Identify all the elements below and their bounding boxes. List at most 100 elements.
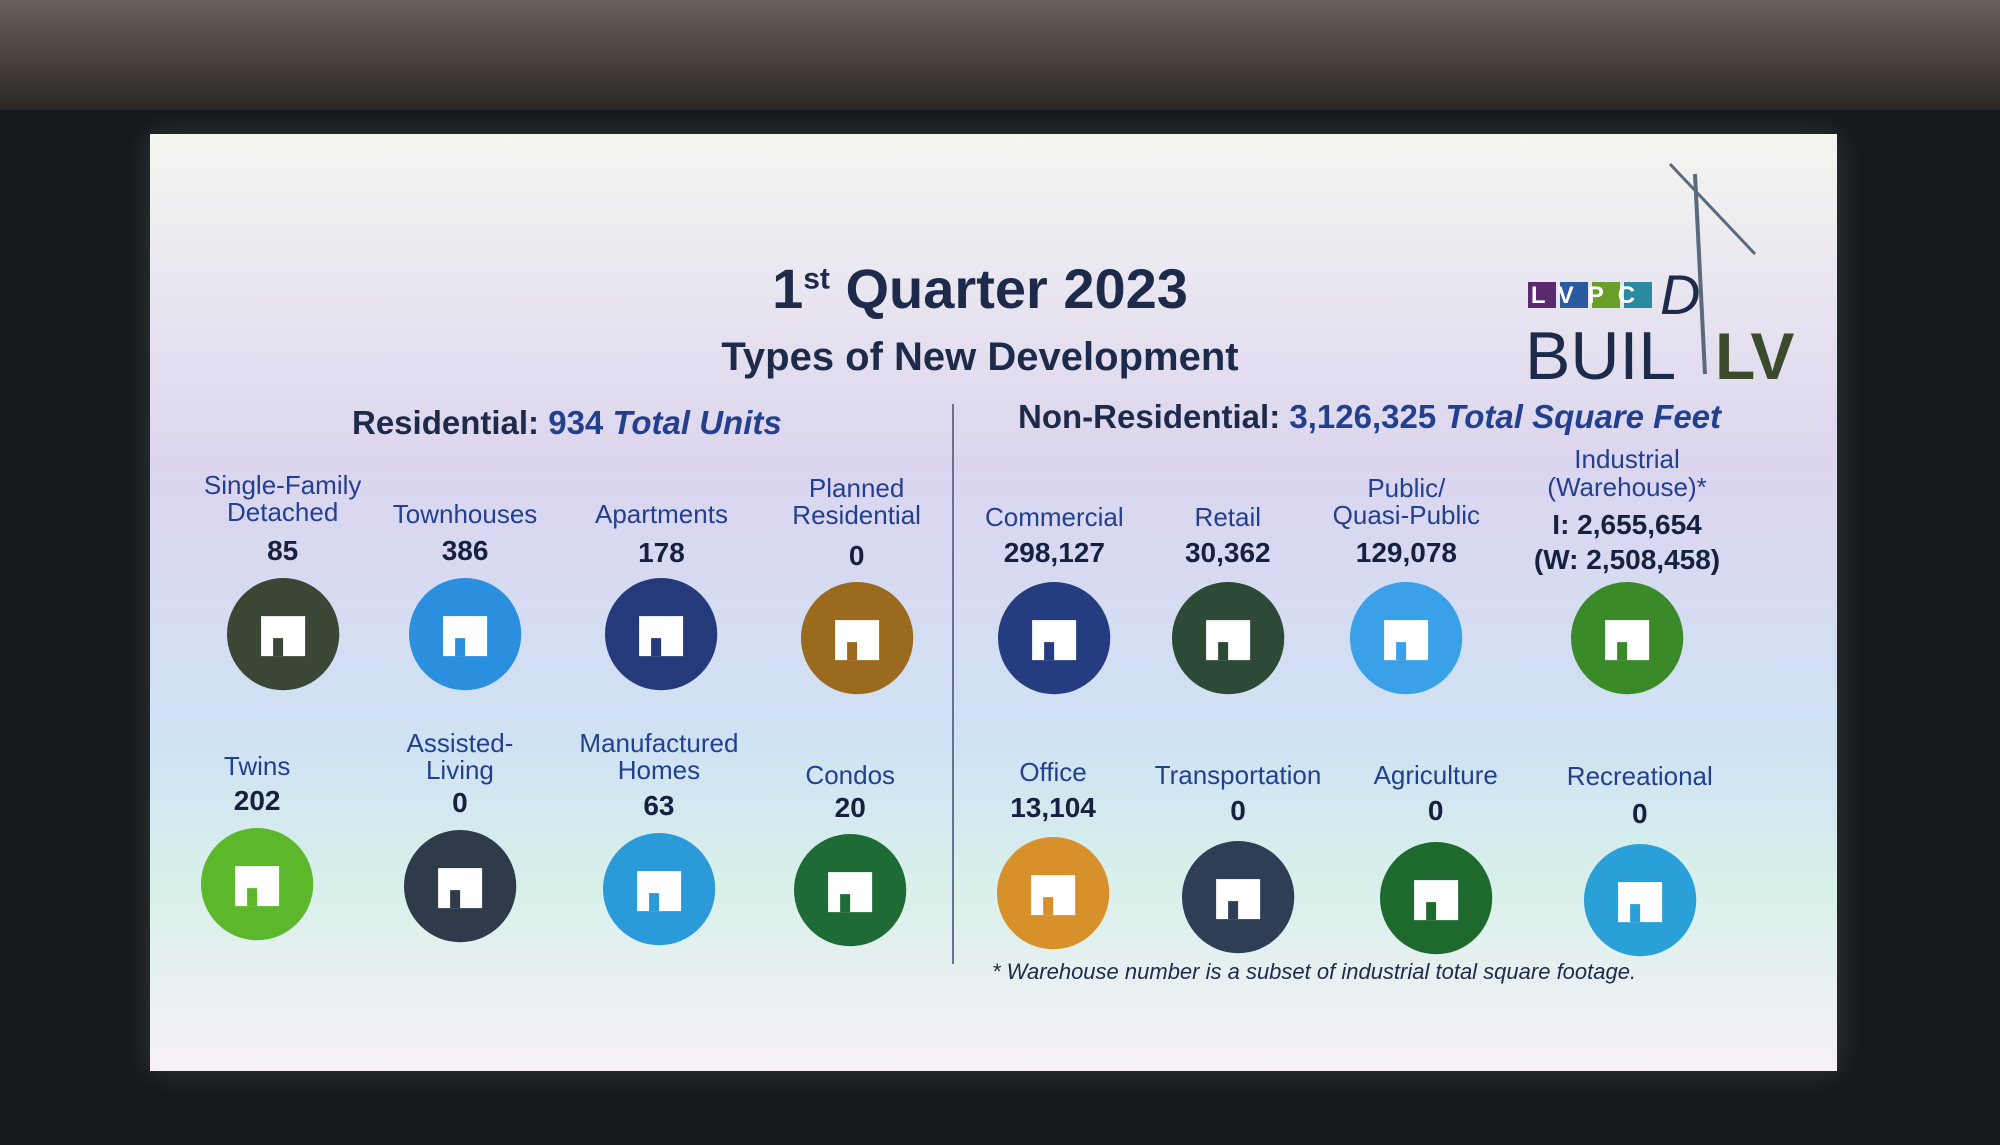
icon-glyph xyxy=(1425,902,1436,921)
item-label: Apartments xyxy=(594,499,728,530)
logo-box xyxy=(1592,282,1620,308)
icon xyxy=(1583,844,1696,957)
item-warehouse-value: (W: 2,508,458) xyxy=(1533,543,1721,575)
item-value: I: 2,655,654 xyxy=(1552,509,1702,541)
icon xyxy=(1181,840,1295,953)
item-value: 0 xyxy=(452,787,468,819)
non-residential-header: Non-Residential: 3,126,325 Total Square … xyxy=(1018,398,1721,436)
item-value: 0 xyxy=(1631,797,1648,829)
title-suffix: st xyxy=(803,262,830,296)
item-value: 85 xyxy=(267,534,299,566)
item-value: 0 xyxy=(848,539,865,571)
icon-glyph xyxy=(1044,641,1055,660)
item-value: 63 xyxy=(643,789,675,821)
title: 1st Quarter 2023 xyxy=(772,257,1188,320)
icon-glyph xyxy=(272,637,283,656)
icon xyxy=(408,577,522,691)
logo-box xyxy=(1560,282,1588,308)
item-label: Recreational xyxy=(1566,760,1713,791)
logo: LVPC BUIL D LV xyxy=(1525,162,1794,394)
icon-glyph xyxy=(1227,900,1238,919)
icon xyxy=(800,581,913,694)
section-label: Residential: xyxy=(352,404,540,441)
item-value: 20 xyxy=(834,792,866,824)
item-label: Single-Family Detached xyxy=(203,470,362,528)
item-label: Commercial xyxy=(984,501,1124,532)
item-value: 298,127 xyxy=(1003,537,1105,569)
icon xyxy=(1570,581,1684,694)
item-label: Assisted- Living xyxy=(406,727,514,785)
icon-glyph xyxy=(828,872,873,913)
icon-glyph xyxy=(443,615,488,656)
icon-glyph xyxy=(639,615,684,656)
icon-glyph xyxy=(840,894,851,913)
logo-place: LV xyxy=(1715,319,1794,393)
section-unit: Total Square Feet xyxy=(1445,398,1722,435)
item-label: Public/ Quasi-Public xyxy=(1332,472,1481,530)
section-label: Non-Residential: xyxy=(1018,398,1281,435)
section-total: 3,126,325 xyxy=(1289,398,1437,435)
item-label: Manufactured Homes xyxy=(579,727,739,785)
icon-glyph xyxy=(1629,904,1640,923)
icon-glyph xyxy=(235,865,280,906)
item-label: Planned Residential xyxy=(792,472,921,530)
icon-glyph xyxy=(1043,896,1054,915)
icon-glyph xyxy=(247,887,258,906)
ceiling xyxy=(0,0,2000,110)
icon xyxy=(226,577,339,691)
item-value: 13,104 xyxy=(1010,792,1096,824)
icon xyxy=(794,834,907,947)
icon xyxy=(996,836,1110,950)
title-rest: Quarter 2023 xyxy=(845,257,1188,320)
icon xyxy=(1171,581,1284,694)
icon-glyph xyxy=(437,868,482,909)
item-label: Industrial (Warehouse)* xyxy=(1547,444,1707,502)
icon-glyph xyxy=(834,619,879,660)
section-unit: Total Units xyxy=(612,404,782,441)
item-label: Townhouses xyxy=(392,499,538,530)
item-label: Retail xyxy=(1194,501,1262,532)
logo-word: BUIL xyxy=(1525,318,1676,394)
logo-org: LVPC xyxy=(1531,282,1649,309)
item-value: 129,078 xyxy=(1355,537,1457,569)
item-value: 202 xyxy=(233,784,281,816)
logo-box xyxy=(1528,282,1556,308)
icon-glyph xyxy=(1396,641,1407,660)
crane-mast xyxy=(1693,173,1707,375)
icon-glyph xyxy=(449,890,460,909)
icon xyxy=(201,827,314,941)
item-label: Condos xyxy=(805,759,896,790)
icon xyxy=(1350,581,1463,694)
crane-jib xyxy=(1668,162,1757,256)
icon xyxy=(602,832,716,946)
section-total: 934 xyxy=(548,404,604,441)
item-label: Agriculture xyxy=(1373,759,1498,790)
icon-glyph xyxy=(648,893,659,912)
icon-glyph xyxy=(846,641,857,660)
logo-letter: D xyxy=(1660,263,1700,326)
icon-glyph xyxy=(636,871,681,912)
item-value: 0 xyxy=(1427,794,1444,826)
icon-glyph xyxy=(1617,641,1628,660)
item-label: Office xyxy=(1019,756,1087,787)
divider xyxy=(952,404,954,964)
item-value: 0 xyxy=(1230,794,1246,826)
icon xyxy=(1379,841,1492,955)
item-value: 386 xyxy=(441,534,489,566)
icon xyxy=(403,830,517,943)
icon-glyph xyxy=(260,615,305,656)
logo-box xyxy=(1624,282,1652,308)
slide: 1st Quarter 2023 Types of New Developmen… xyxy=(150,134,1837,1071)
item-label: Transportation xyxy=(1154,759,1322,790)
subtitle: Types of New Development xyxy=(721,335,1239,379)
title-number: 1 xyxy=(772,257,804,320)
item-value: 30,362 xyxy=(1184,537,1271,569)
footnote: * Warehouse number is a subset of indust… xyxy=(992,959,1637,984)
icon xyxy=(998,581,1111,694)
item-label: Twins xyxy=(223,750,291,781)
icon-glyph xyxy=(651,637,662,656)
item-value: 178 xyxy=(638,537,685,569)
icon-glyph xyxy=(455,637,466,656)
residential-header: Residential: 934 Total Units xyxy=(352,404,782,442)
